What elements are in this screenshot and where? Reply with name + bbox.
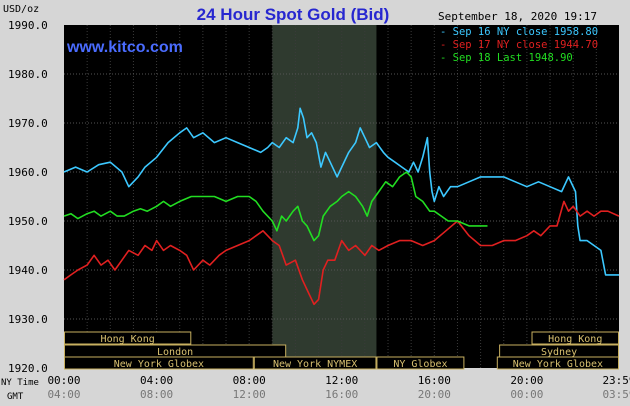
session-bar [64, 331, 192, 345]
legend-entry: - Sep 18 Last 1948.90 [440, 52, 573, 64]
legend-entry: - Sep 16 NY close 1958.80 [440, 26, 598, 38]
series-line-2 [63, 200, 620, 306]
x-axis-ny-time-label: NY Time [1, 378, 39, 388]
session-bar [376, 356, 465, 370]
x-tick-label-ny: 04:00 [140, 374, 173, 387]
y-tick-label: 1940.0 [8, 264, 48, 277]
x-axis-ticks: 00:0004:0004:0008:0008:0012:0012:0016:00… [47, 374, 630, 401]
x-tick-label-gmt: 20:00 [418, 388, 451, 401]
series-line-3 [63, 171, 488, 242]
y-tick-label: 1950.0 [8, 215, 48, 228]
x-axis-gmt-label: GMT [7, 392, 24, 402]
site-watermark: www.kitco.com [66, 39, 183, 56]
legend: - Sep 16 NY close 1958.80- Sep 17 NY clo… [440, 26, 598, 64]
session-bar [496, 356, 619, 370]
session-label: New York NYMEX [273, 359, 357, 370]
y-tick-label: 1970.0 [8, 117, 48, 130]
session-label: Hong Kong [101, 334, 155, 345]
x-tick-label-ny: 00:00 [47, 374, 80, 387]
x-tick-label-ny: 23:59 [602, 374, 630, 387]
y-tick-label: 1980.0 [8, 68, 48, 81]
x-tick-label-gmt: 04:00 [47, 388, 80, 401]
session-label: New York Globex [114, 359, 204, 370]
session-bar [253, 356, 377, 370]
chart-timestamp: September 18, 2020 19:17 [438, 10, 597, 23]
session-label: New York Globex [513, 359, 603, 370]
x-tick-label-ny: 12:00 [325, 374, 358, 387]
session-label: Hong Kong [548, 334, 602, 345]
x-tick-label-ny: 16:00 [418, 374, 451, 387]
nymex-session-highlight [272, 25, 377, 368]
x-tick-label-gmt: 12:00 [233, 388, 266, 401]
x-tick-label-ny: 08:00 [233, 374, 266, 387]
session-label: Sydney [541, 347, 577, 358]
session-label: NY Globex [393, 359, 447, 370]
session-label: London [157, 347, 193, 358]
x-tick-label-gmt: 16:00 [325, 388, 358, 401]
x-tick-label-ny: 20:00 [510, 374, 543, 387]
y-tick-label: 1920.0 [8, 362, 48, 375]
y-tick-label: 1930.0 [8, 313, 48, 326]
y-tick-label: 1990.0 [8, 19, 48, 32]
y-tick-label: 1960.0 [8, 166, 48, 179]
session-bar [64, 356, 254, 370]
x-tick-label-gmt: 00:00 [510, 388, 543, 401]
y-axis-unit-label: USD/oz [3, 4, 39, 15]
series-line-1 [63, 107, 619, 276]
legend-entry: - Sep 17 NY close 1944.70 [440, 39, 598, 51]
session-bar [531, 331, 619, 345]
chart-title: 24 Hour Spot Gold (Bid) [197, 5, 390, 24]
price-series [63, 107, 620, 306]
x-tick-label-gmt: 08:00 [140, 388, 173, 401]
x-tick-label-gmt: 03:59 [602, 388, 630, 401]
y-axis-ticks: 1920.0 1930.0 1940.0 1950.0 1960.0 1970.0 1980… [8, 19, 48, 375]
